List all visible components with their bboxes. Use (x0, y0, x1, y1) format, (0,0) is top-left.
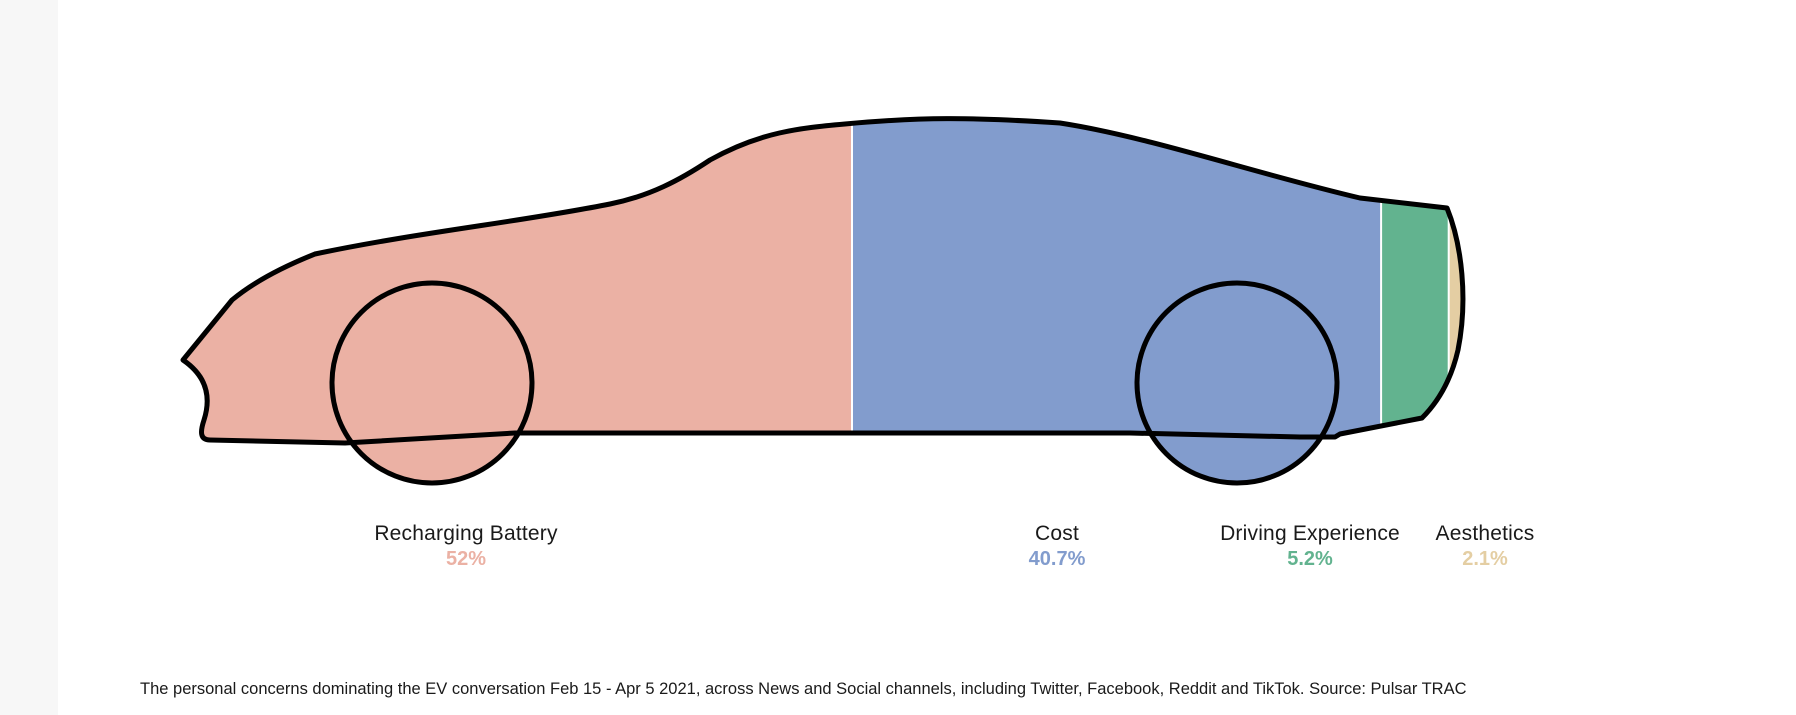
category-label-driving-experience: Driving Experience 5.2% (1220, 522, 1400, 571)
segment-driving-experience (1381, 118, 1449, 443)
car-body-outline (180, 116, 1466, 446)
category-name: Cost (1035, 522, 1079, 545)
category-value: 5.2% (1287, 548, 1333, 570)
category-label-cost: Cost 40.7% (1029, 522, 1086, 571)
category-label-aesthetics: Aesthetics 2.1% (1436, 522, 1535, 571)
category-name: Driving Experience (1220, 522, 1400, 545)
category-name: Recharging Battery (374, 522, 558, 545)
rear-wheel (1134, 280, 1340, 486)
category-value: 2.1% (1462, 548, 1508, 570)
front-wheel (329, 280, 535, 486)
category-value: 40.7% (1028, 548, 1086, 570)
category-value: 52% (445, 548, 487, 570)
category-name: Aesthetics (1435, 522, 1535, 545)
chart-caption: The personal concerns dominating the EV … (140, 680, 1467, 698)
category-label-recharging-battery: Recharging Battery 52% (374, 522, 557, 571)
